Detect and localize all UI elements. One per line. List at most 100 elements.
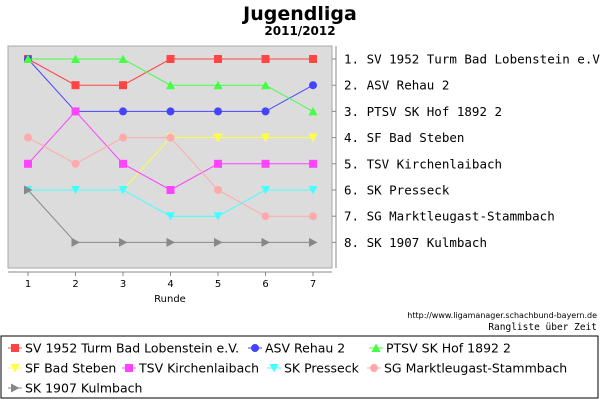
source-url: http://www.ligamanager.schachbund-bayern… xyxy=(407,311,597,320)
data-point xyxy=(71,186,80,195)
data-point xyxy=(309,159,317,168)
data-point xyxy=(23,54,33,63)
legend-item: ASV Rehau 2 xyxy=(248,341,345,356)
rank-label: 3. PTSV SK Hof 1892 2 xyxy=(344,104,502,119)
rank-label: 6. SK Presseck xyxy=(344,183,450,198)
data-point xyxy=(166,212,175,221)
x-tick-label: 6 xyxy=(262,279,268,290)
data-point xyxy=(24,185,33,195)
legend-label: SK 1907 Kulmbach xyxy=(25,381,142,396)
data-point xyxy=(261,107,270,116)
legend-label: SG Marktleugast-Stammbach xyxy=(384,361,567,376)
data-point xyxy=(166,107,175,116)
legend-swatch-marker xyxy=(10,364,20,373)
series-sk-presseck xyxy=(23,186,318,221)
data-point xyxy=(166,80,175,90)
legend-swatch-marker xyxy=(371,343,381,352)
data-point xyxy=(261,80,270,90)
rank-label: 4. SF Bad Steben xyxy=(344,130,464,145)
data-point xyxy=(166,55,175,63)
chart-title: Jugendliga xyxy=(241,3,357,25)
data-point xyxy=(214,186,222,194)
rank-label: 8. SK 1907 Kulmbach xyxy=(344,235,487,250)
legend-box xyxy=(0,335,599,399)
legend-label: TSV Kirchenlaibach xyxy=(138,361,259,376)
series-sk-1907-kulmbach xyxy=(24,185,318,247)
series-ptsv-sk-hof-1892-2 xyxy=(23,54,318,116)
data-point xyxy=(71,54,80,63)
legend-label: SK Presseck xyxy=(284,361,360,376)
data-point xyxy=(119,107,127,116)
rank-label: 2. ASV Rehau 2 xyxy=(344,78,449,93)
data-point xyxy=(119,237,128,247)
legend-swatch-marker xyxy=(11,344,19,352)
rank-axis: 1. SV 1952 Turm Bad Lobenstein e.V. 2. AS… xyxy=(332,46,600,268)
legend-swatch-marker xyxy=(269,364,279,373)
legend-item: SK 1907 Kulmbach xyxy=(8,381,142,396)
data-point xyxy=(309,212,317,221)
data-point xyxy=(213,80,223,90)
rank-label: 5. TSV Kirchenlaibach xyxy=(344,156,502,171)
chart-caption: Rangliste über Zeit xyxy=(488,322,597,333)
series-sg-marktleugast-stammbach xyxy=(24,133,317,221)
data-point xyxy=(166,133,175,142)
data-point xyxy=(309,81,317,90)
x-tick-label: 2 xyxy=(72,279,78,290)
series-layer xyxy=(23,54,318,247)
data-point xyxy=(308,133,318,143)
data-point xyxy=(119,133,127,142)
x-tick-label: 3 xyxy=(120,279,126,290)
data-point xyxy=(214,237,223,247)
legend-item: SF Bad Steben xyxy=(8,361,116,376)
data-point xyxy=(71,107,80,116)
data-point xyxy=(261,55,270,63)
legend-swatch-marker xyxy=(251,344,259,352)
legend-swatch-marker xyxy=(11,383,20,393)
x-tick-label: 4 xyxy=(167,279,173,290)
legend-label: PTSV SK Hof 1892 2 xyxy=(386,341,511,356)
legend-item: SV 1952 Turm Bad Lobenstein e.V. xyxy=(8,341,239,356)
data-point xyxy=(213,212,223,221)
data-point xyxy=(309,237,318,247)
data-point xyxy=(261,133,270,143)
legend: SV 1952 Turm Bad Lobenstein e.V. ASV Reha… xyxy=(8,341,567,396)
legend-label: SV 1952 Turm Bad Lobenstein e.V. xyxy=(25,341,239,356)
data-point xyxy=(309,55,317,63)
x-tick-label: 1 xyxy=(25,279,31,290)
legend-label: ASV Rehau 2 xyxy=(265,341,345,356)
data-point xyxy=(214,159,222,168)
legend-swatch-marker xyxy=(370,364,378,372)
data-point xyxy=(71,81,80,90)
data-point xyxy=(308,106,318,116)
data-point xyxy=(261,159,270,168)
data-point xyxy=(24,159,32,168)
data-point xyxy=(261,237,270,247)
data-point xyxy=(166,237,175,247)
data-point xyxy=(261,212,270,221)
data-point xyxy=(261,186,270,195)
plot-area xyxy=(7,45,333,269)
legend-label: SF Bad Steben xyxy=(25,361,116,376)
data-point xyxy=(308,186,318,195)
data-point xyxy=(118,54,128,63)
x-axis-label: Runde xyxy=(154,294,186,305)
data-point xyxy=(71,237,80,247)
legend-item: SG Marktleugast-Stammbach xyxy=(367,361,567,376)
series-tsv-kirchenlaibach xyxy=(24,107,317,194)
rank-label: 7. SG Marktleugast-Stammbach xyxy=(344,209,555,224)
legend-item: SK Presseck xyxy=(267,361,360,376)
data-point xyxy=(214,107,222,116)
x-axis: 1 2 3 4 5 6 7 xyxy=(8,271,332,290)
data-point xyxy=(71,159,80,168)
x-tick-label: 5 xyxy=(215,279,221,290)
data-point xyxy=(166,186,175,194)
chart-subtitle: 2011/2012 xyxy=(264,24,335,38)
legend-swatch-marker xyxy=(125,364,133,372)
rank-label: 1. SV 1952 Turm Bad Lobenstein e.V. xyxy=(344,52,600,67)
data-point xyxy=(214,55,222,63)
data-point xyxy=(119,159,127,168)
data-point xyxy=(24,133,32,142)
legend-item: PTSV SK Hof 1892 2 xyxy=(369,341,511,356)
data-point xyxy=(119,81,127,90)
